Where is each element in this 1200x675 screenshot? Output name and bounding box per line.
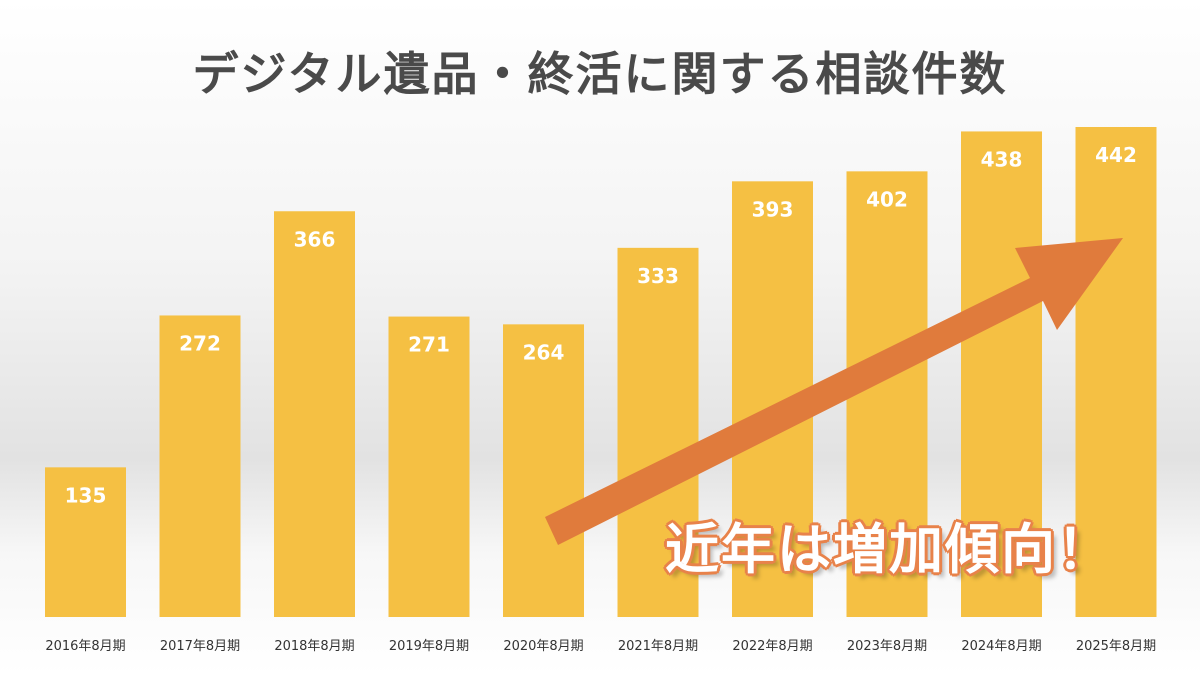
bar-9 xyxy=(1075,127,1157,617)
x-tick-label-7: 2023年8月期 xyxy=(847,639,927,654)
bar-5 xyxy=(617,247,699,617)
trend-arrow-icon xyxy=(545,238,1123,545)
bar-value-label-4: 264 xyxy=(523,340,565,364)
bar-8 xyxy=(961,131,1042,617)
value-labels-layer: 135 272 366 271 264 333 393 402 438 442 xyxy=(65,143,1137,507)
bar-value-label-0: 135 xyxy=(65,483,107,507)
bar-2 xyxy=(274,211,355,617)
bar-value-label-8: 438 xyxy=(981,147,1023,171)
trend-annotation: 近年は増加傾向！ xyxy=(665,518,1113,581)
x-tick-label-0: 2016年8月期 xyxy=(45,639,125,654)
x-tick-label-9: 2025年8月期 xyxy=(1076,639,1156,654)
bar-value-label-7: 402 xyxy=(866,187,908,211)
bars-layer xyxy=(45,127,1157,618)
x-tick-labels-layer: 2016年8月期 2017年8月期 2018年8月期 2019年8月期 2020年8月期… xyxy=(45,639,1156,654)
bar-value-label-3: 271 xyxy=(408,333,450,357)
bar-value-label-1: 272 xyxy=(179,331,221,355)
x-tick-label-2: 2018年8月期 xyxy=(274,639,354,654)
bar-value-label-2: 366 xyxy=(294,227,336,251)
x-tick-label-5: 2021年8月期 xyxy=(618,639,698,654)
x-tick-label-6: 2022年8月期 xyxy=(732,639,812,654)
bar-7 xyxy=(846,171,928,618)
bar-value-label-5: 333 xyxy=(637,264,679,288)
trend-arrow-layer xyxy=(545,238,1123,545)
chart-title: デジタル遺品・終活に関する相談件数 xyxy=(192,47,1008,101)
bar-value-label-6: 393 xyxy=(752,197,794,221)
bar-3 xyxy=(388,316,470,617)
x-tick-label-1: 2017年8月期 xyxy=(160,639,240,654)
bar-0 xyxy=(45,467,126,617)
x-tick-label-3: 2019年8月期 xyxy=(389,639,469,654)
bar-value-label-9: 442 xyxy=(1095,143,1137,167)
bar-4 xyxy=(503,324,584,617)
x-tick-label-8: 2024年8月期 xyxy=(961,639,1041,654)
bar-1 xyxy=(159,315,241,617)
x-tick-label-4: 2020年8月期 xyxy=(503,639,583,654)
